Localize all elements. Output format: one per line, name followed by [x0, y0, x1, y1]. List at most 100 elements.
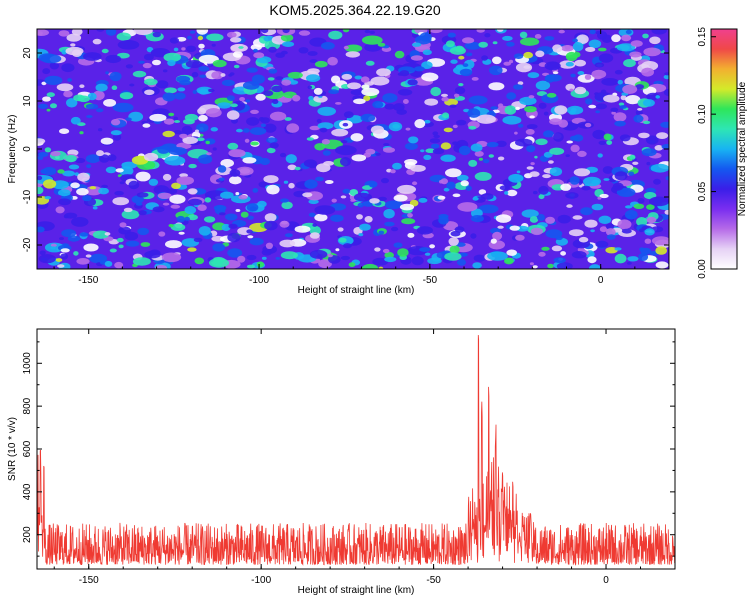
heatmap-blob	[543, 130, 554, 138]
heatmap-blob	[92, 206, 98, 210]
heatmap-blob	[206, 33, 224, 42]
heatmap-blob	[390, 169, 396, 174]
heatmap-blob	[40, 169, 48, 174]
heatmap-blob	[441, 93, 448, 97]
heatmap-blob	[98, 128, 103, 132]
x-tick-label: -50	[423, 275, 438, 286]
heatmap-blob	[613, 112, 627, 122]
heatmap-blob	[328, 255, 341, 264]
heatmap-blob	[188, 163, 197, 169]
heatmap-blob	[495, 214, 512, 223]
heatmap-blob	[630, 40, 643, 47]
heatmap-blob	[585, 47, 596, 52]
heatmap-blob	[590, 229, 595, 233]
heatmap-blob	[338, 237, 347, 243]
heatmap-blob	[397, 184, 416, 194]
heatmap-blob	[414, 119, 426, 129]
heatmap-blob	[646, 204, 655, 210]
heatmap-blob	[529, 216, 539, 223]
heatmap-blob	[370, 125, 385, 134]
heatmap-blob	[67, 235, 80, 242]
heatmap-blob	[591, 203, 604, 211]
heatmap-blob	[287, 164, 297, 171]
heatmap-blob	[275, 257, 281, 260]
heatmap-blob	[335, 248, 340, 252]
heatmap-blob	[184, 216, 190, 221]
snr-x-ticks: -150 -100 -50 0	[53, 329, 676, 586]
heatmap-blob	[577, 150, 587, 157]
heatmap-blob	[263, 123, 277, 133]
heatmap-blob	[269, 111, 287, 121]
heatmap-blob	[128, 180, 140, 190]
heatmap-blob	[610, 107, 619, 113]
heatmap-blob	[514, 131, 518, 135]
heatmap-blob	[629, 154, 636, 160]
heatmap-blob	[281, 201, 293, 210]
heatmap-y-axis-label: Frequency (Hz)	[7, 115, 18, 184]
heatmap-blob	[574, 59, 586, 67]
heatmap-blob	[232, 100, 246, 111]
heatmap-blob	[68, 164, 80, 170]
heatmap-blob	[281, 50, 288, 55]
heatmap-blob	[441, 96, 449, 102]
heatmap-blob	[465, 185, 472, 191]
heatmap-blob	[557, 214, 571, 224]
heatmap-blob	[542, 174, 551, 179]
heatmap-blob	[515, 106, 520, 111]
heatmap-blob	[383, 147, 395, 153]
heatmap-blob	[105, 166, 117, 174]
heatmap-blob	[361, 35, 383, 45]
y-tick-label: 800	[22, 397, 33, 414]
heatmap-blob	[92, 38, 102, 45]
heatmap-blob	[308, 212, 316, 217]
heatmap-blob	[637, 108, 643, 111]
heatmap-blob	[77, 95, 90, 103]
heatmap-blob	[588, 264, 602, 269]
heatmap-blob	[57, 169, 65, 174]
heatmap-blob	[484, 33, 491, 38]
heatmap-blob	[598, 47, 607, 52]
heatmap-blob	[148, 178, 159, 186]
heatmap-blob	[238, 46, 244, 49]
heatmap-blob	[132, 70, 147, 78]
heatmap-blob	[138, 210, 147, 216]
heatmap-blob	[429, 244, 435, 249]
heatmap-blob	[86, 115, 93, 118]
colorbar-ticks: 0.00 0.05 0.10 0.15	[697, 27, 716, 279]
heatmap-blob	[354, 75, 363, 80]
heatmap-blob	[302, 192, 313, 198]
heatmap-blob	[618, 102, 625, 106]
heatmap-blob	[207, 88, 215, 93]
snr-y-axis-label: SNR (10 * v/v)	[7, 417, 18, 481]
heatmap-blob	[496, 29, 504, 32]
heatmap-blob	[101, 48, 109, 54]
heatmap-blob	[184, 206, 197, 215]
heatmap-blob	[306, 74, 321, 82]
heatmap-blob	[70, 43, 76, 47]
heatmap-blob	[327, 56, 338, 66]
colorbar-tick-label: 0.05	[697, 181, 708, 201]
heatmap-blob	[462, 37, 475, 44]
heatmap-blob	[285, 154, 297, 164]
heatmap-blob	[192, 61, 200, 65]
heatmap-blob	[599, 193, 609, 199]
heatmap-blob	[177, 87, 186, 92]
heatmap-blob	[322, 150, 331, 156]
heatmap-blob	[220, 191, 234, 199]
heatmap-blob	[340, 195, 347, 199]
heatmap-blob	[198, 43, 205, 49]
heatmap-blob	[323, 161, 334, 166]
heatmap-blob	[583, 176, 601, 187]
heatmap-blob	[603, 94, 620, 103]
heatmap-blob	[196, 137, 205, 142]
heatmap-blob	[101, 184, 108, 188]
heatmap-blob	[506, 249, 517, 256]
heatmap-blob	[169, 37, 179, 44]
heatmap-blob	[187, 198, 203, 206]
heatmap-blob	[572, 215, 583, 220]
heatmap-blob	[633, 114, 644, 123]
heatmap-blob	[79, 131, 84, 135]
heatmap-blob	[383, 208, 395, 219]
heatmap-blob	[429, 138, 441, 144]
heatmap-blob	[314, 60, 328, 68]
